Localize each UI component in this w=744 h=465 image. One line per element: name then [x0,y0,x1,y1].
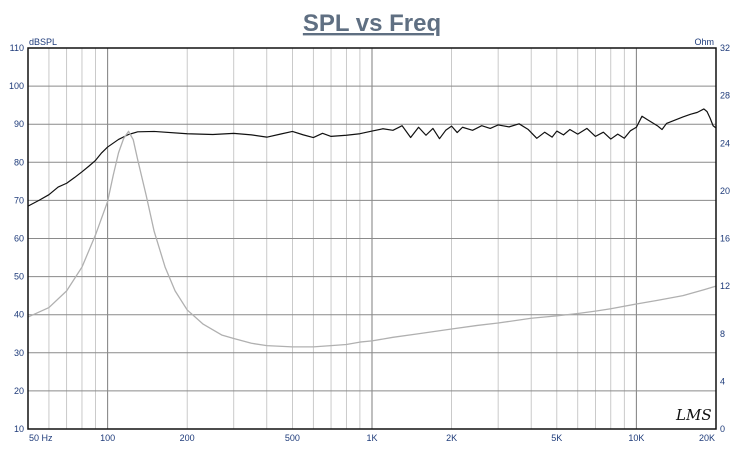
y-left-tick-label: 10 [14,424,24,434]
tick-labels: 50 Hz 100 200 500 1K 2K 5K 10K 20K10203040506070… [9,43,730,443]
chart-title: SPL vs Freq [303,10,441,37]
x-tick-label: 10K [628,433,644,443]
lms-logo: LMS [675,406,712,424]
y-left-tick-label: 30 [14,348,24,358]
y-right-tick-label: 8 [720,329,725,339]
y-left-tick-label: 60 [14,234,24,244]
x-tick-label: 100 [100,433,115,443]
y-left-tick-label: 80 [14,157,24,167]
y-right-tick-label: 20 [720,186,730,196]
y-left-tick-label: 90 [14,119,24,129]
y-left-axis-label: dBSPL [29,37,57,47]
x-tick-label: 5K [551,433,562,443]
x-tick-label: 1K [366,433,377,443]
spl-curve [27,108,717,207]
x-tick-label: 20K [699,433,715,443]
y-right-tick-label: 0 [720,424,725,434]
y-right-tick-label: 12 [720,281,730,291]
y-right-axis-label: Ohm [694,37,714,47]
y-left-tick-label: 110 [10,43,24,53]
x-tick-label: 50 Hz [29,433,53,443]
y-right-tick-label: 32 [720,43,730,53]
series-layer [27,108,717,348]
y-left-tick-label: 20 [14,386,24,396]
grid [28,48,716,429]
y-right-tick-label: 4 [720,376,725,386]
y-right-tick-label: 16 [720,234,730,244]
y-left-tick-label: 50 [14,272,24,282]
x-tick-label: 2K [446,433,457,443]
y-right-tick-label: 28 [720,91,730,101]
y-left-tick-label: 70 [14,195,24,205]
x-tick-label: 500 [285,433,300,443]
impedance-curve [27,130,717,348]
x-tick-label: 200 [180,433,195,443]
y-right-tick-label: 24 [720,138,730,148]
plot-frame [27,47,717,430]
y-left-tick-label: 100 [9,81,24,91]
y-left-tick-label: 40 [14,310,24,320]
